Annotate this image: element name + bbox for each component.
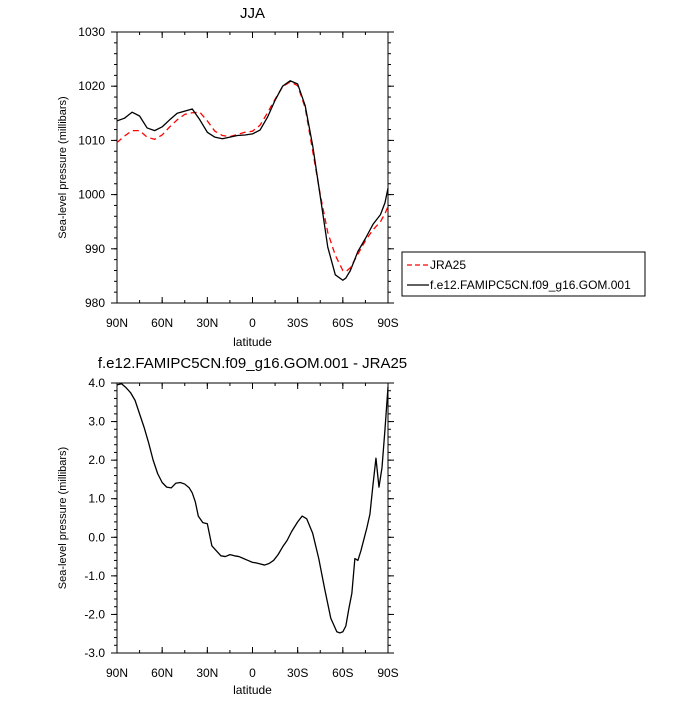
y-tick-label: -2.0 (84, 607, 105, 621)
x-axis-label: latitude (233, 683, 272, 697)
y-tick-label: -1.0 (84, 569, 105, 583)
x-tick-label: 30S (287, 316, 308, 330)
y-tick-label: 1.0 (88, 492, 105, 506)
y-tick-label: 1020 (78, 79, 105, 93)
y-tick-label: 0.0 (88, 530, 105, 544)
chart-2: f.e12.FAMIPC5CN.f09_g16.GOM.001 - JRA25 9… (57, 355, 407, 697)
y-tick-label: 990 (85, 242, 105, 256)
x-tick-label: 60S (332, 666, 353, 680)
y-axis-label: Sea-level pressure (millibars) (57, 96, 69, 238)
y-tick-label: 1010 (78, 133, 105, 147)
x-tick-label: 30N (196, 316, 218, 330)
legend-label: JRA25 (430, 258, 466, 272)
y-tick-label: 3.0 (88, 415, 105, 429)
series-line-2 (116, 80, 389, 281)
series-line-1 (116, 81, 389, 273)
y-axis-label: Sea-level pressure (millibars) (57, 447, 69, 589)
series-line-1 (116, 383, 389, 634)
chart-title: f.e12.FAMIPC5CN.f09_g16.GOM.001 - JRA25 (98, 355, 407, 372)
x-tick-label: 90N (106, 316, 128, 330)
x-tick-label: 30S (287, 666, 308, 680)
x-tick-label: 60S (332, 316, 353, 330)
chart-title: JJA (240, 5, 265, 22)
legend-box (401, 251, 646, 297)
x-tick-label: 90N (106, 666, 128, 680)
x-tick-label: 90S (377, 316, 398, 330)
x-tick-label: 30N (196, 666, 218, 680)
x-tick-label: 0 (249, 316, 256, 330)
legend-label: f.e12.FAMIPC5CN.f09_g16.GOM.001 (430, 278, 631, 292)
y-tick-label: -3.0 (84, 646, 105, 660)
x-axis-label: latitude (233, 335, 272, 349)
plot-frame (116, 31, 389, 304)
x-tick-label: 90S (377, 666, 398, 680)
x-tick-label: 60N (151, 316, 173, 330)
y-tick-label: 1030 (78, 25, 105, 39)
y-tick-label: 4.0 (88, 376, 105, 390)
y-tick-label: 980 (85, 296, 105, 310)
legend: JRA25 f.e12.FAMIPC5CN.f09_g16.GOM.001 (401, 251, 646, 297)
x-tick-label: 60N (151, 666, 173, 680)
x-tick-label: 0 (249, 666, 256, 680)
chart-1: JJA 90N 60N 30N 0 30S 60S 90S 980 990 1000 1010 1020… (57, 5, 646, 349)
y-tick-label: 1000 (78, 188, 105, 202)
y-tick-label: 2.0 (88, 453, 105, 467)
plot-frame (116, 382, 389, 654)
